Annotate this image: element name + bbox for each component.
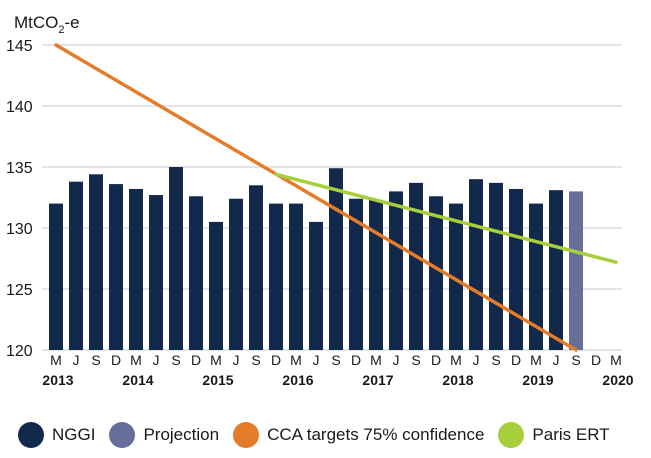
legend-item-projection: Projection: [109, 422, 219, 448]
x-year-label: 2019: [522, 372, 553, 388]
series-line: [54, 43, 578, 352]
x-tick-label: M: [210, 352, 222, 368]
x-year-label: 2018: [442, 372, 473, 388]
bar-nggi: [549, 190, 563, 350]
x-tick-label: J: [553, 352, 560, 368]
legend-swatch-projection: [109, 422, 136, 448]
x-tick-label: D: [431, 352, 441, 368]
y-axis-unit-label: MtCO2-e: [14, 13, 80, 36]
x-tick-label: S: [91, 352, 100, 368]
y-tick-label: 130: [6, 221, 33, 238]
x-year-label: 2014: [122, 372, 153, 388]
legend-label-nggi: NGGI: [52, 425, 96, 444]
bar-nggi: [289, 203, 303, 350]
bar-nggi: [389, 191, 403, 350]
series-line: [274, 172, 618, 264]
y-tick-label: 140: [6, 99, 33, 116]
x-tick-label: S: [411, 352, 420, 368]
bar-nggi: [249, 185, 263, 350]
x-tick-label: J: [473, 352, 480, 368]
bar-nggi: [489, 182, 503, 350]
bar-nggi: [49, 203, 63, 350]
bar-nggi: [269, 203, 283, 350]
legend-item-nggi: NGGI: [18, 422, 95, 448]
x-tick-label: M: [50, 352, 62, 368]
legend-label-projection: Projection: [143, 425, 220, 444]
x-tick-label: S: [571, 352, 580, 368]
legend-label-cca-targets: CCA targets 75% confidence: [267, 425, 485, 444]
legend-label-paris-ert: Paris ERT: [532, 425, 610, 444]
legend: NGGI Projection CCA targets 75% confiden…: [18, 418, 610, 452]
bar-nggi: [69, 181, 83, 350]
bar-nggi: [229, 198, 243, 350]
x-tick-label: D: [511, 352, 521, 368]
bar-projection: [569, 191, 583, 350]
bar-nggi: [209, 221, 223, 350]
x-tick-label: J: [73, 352, 80, 368]
bar-nggi: [449, 203, 463, 350]
x-year-label: 2016: [282, 372, 313, 388]
bar-nggi: [509, 188, 523, 350]
x-tick-label: J: [393, 352, 400, 368]
bar-nggi: [89, 174, 103, 350]
x-tick-label: J: [313, 352, 320, 368]
x-tick-label: S: [491, 352, 500, 368]
x-tick-label: S: [171, 352, 180, 368]
y-tick-label: 125: [6, 282, 33, 299]
bar-nggi: [129, 188, 143, 350]
x-tick-label: M: [610, 352, 622, 368]
x-tick-label: D: [111, 352, 121, 368]
x-tick-label: D: [591, 352, 601, 368]
x-year-label: 2017: [362, 372, 393, 388]
x-tick-label: D: [351, 352, 361, 368]
bar-nggi: [409, 182, 423, 350]
bar-nggi: [109, 184, 123, 350]
bar-nggi: [309, 221, 323, 350]
bar-nggi: [349, 198, 363, 350]
legend-item-cca-targets: CCA targets 75% confidence: [233, 422, 484, 448]
legend-swatch-cca-targets: [233, 422, 260, 448]
x-tick-label: S: [331, 352, 340, 368]
bar-nggi: [169, 167, 183, 350]
x-tick-label: J: [233, 352, 240, 368]
x-tick-label: D: [191, 352, 201, 368]
bar-nggi: [329, 168, 343, 350]
bar-nggi: [469, 179, 483, 350]
bar-nggi: [429, 196, 443, 350]
y-tick-label: 120: [6, 343, 33, 360]
x-tick-label: M: [450, 352, 462, 368]
bar-nggi: [149, 195, 163, 350]
x-tick-label: M: [290, 352, 302, 368]
bar-nggi: [369, 199, 383, 350]
x-year-label: 2013: [42, 372, 73, 388]
x-tick-label: S: [251, 352, 260, 368]
x-tick-label: D: [271, 352, 281, 368]
y-tick-label: 145: [6, 38, 33, 55]
x-tick-label: M: [370, 352, 382, 368]
legend-swatch-paris-ert: [498, 422, 525, 448]
x-year-label: 2020: [602, 372, 633, 388]
y-tick-label: 135: [6, 160, 33, 177]
bar-nggi: [189, 196, 203, 350]
x-tick-label: M: [130, 352, 142, 368]
line-layer: [54, 43, 618, 352]
x-tick-label: J: [153, 352, 160, 368]
bar-layer: [49, 167, 583, 350]
legend-swatch-nggi: [18, 422, 44, 448]
legend-item-paris-ert: Paris ERT: [498, 422, 610, 448]
x-tick-label: M: [530, 352, 542, 368]
x-year-label: 2015: [202, 372, 233, 388]
y-tick-layer: 120 125 130 135 140 145: [6, 38, 33, 360]
